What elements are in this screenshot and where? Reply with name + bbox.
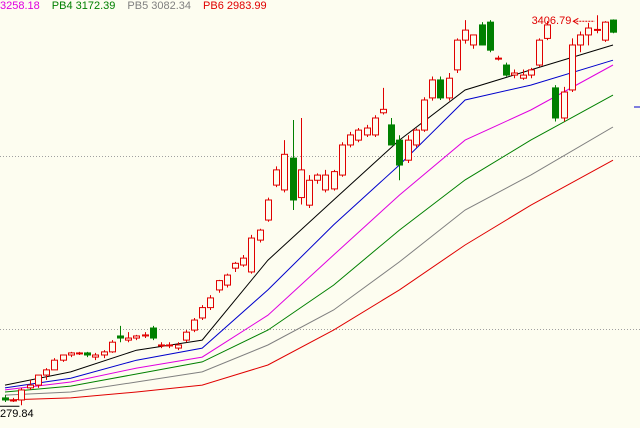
candle-body bbox=[314, 174, 321, 181]
candle-body bbox=[544, 24, 551, 39]
candle-body bbox=[520, 74, 527, 79]
candle-body bbox=[10, 399, 17, 402]
candle-body bbox=[306, 179, 313, 206]
candle-body bbox=[380, 108, 387, 114]
candle-body bbox=[322, 174, 329, 191]
high-label: 3406.79 bbox=[532, 15, 572, 27]
candle-body bbox=[76, 352, 83, 355]
candle-body bbox=[298, 169, 305, 199]
candle-body bbox=[479, 24, 486, 46]
candle-body bbox=[610, 19, 617, 33]
candle-body bbox=[602, 21, 609, 41]
candle-body bbox=[175, 344, 182, 349]
candle-body bbox=[290, 157, 297, 201]
candle-body bbox=[240, 257, 247, 266]
candle-body bbox=[536, 39, 543, 66]
candle-body bbox=[158, 344, 165, 347]
candle-body bbox=[2, 397, 9, 401]
candle-body bbox=[552, 87, 559, 119]
high-arrow bbox=[572, 17, 579, 25]
indicator-label: PB6 2983.99 bbox=[203, 0, 267, 12]
moving-average-line bbox=[4, 126, 614, 396]
candle-body bbox=[125, 337, 132, 341]
candle-body bbox=[594, 28, 601, 31]
candle-body bbox=[101, 351, 108, 356]
candle-body bbox=[43, 369, 50, 376]
candle-body bbox=[68, 352, 75, 356]
candle-body bbox=[446, 77, 453, 99]
candle-body bbox=[372, 117, 379, 136]
candle-body bbox=[355, 129, 362, 141]
candle-body bbox=[339, 144, 346, 176]
candle-body bbox=[84, 352, 91, 356]
candle-body bbox=[364, 127, 371, 136]
candle-body bbox=[92, 354, 99, 358]
candle-body bbox=[199, 307, 206, 319]
candle-body bbox=[166, 344, 173, 347]
moving-average-line bbox=[4, 44, 614, 386]
candle-body bbox=[183, 331, 190, 341]
candle-body bbox=[413, 129, 420, 146]
candle-body bbox=[232, 262, 239, 269]
candle-body bbox=[528, 69, 535, 76]
candle-body bbox=[51, 359, 58, 371]
candle-body bbox=[429, 79, 436, 99]
candle-body bbox=[331, 171, 338, 190]
candle-body bbox=[35, 374, 42, 386]
candle-body bbox=[470, 34, 477, 46]
candle-body bbox=[405, 139, 412, 161]
candle-body bbox=[561, 91, 568, 119]
candle-body bbox=[273, 169, 280, 186]
candle-body bbox=[133, 335, 140, 339]
candle-body bbox=[60, 354, 67, 361]
candle-body bbox=[109, 341, 116, 353]
low-label: 279.84 bbox=[0, 408, 34, 420]
candle-body bbox=[511, 72, 518, 76]
candle-body bbox=[117, 335, 124, 339]
candle-body bbox=[569, 44, 576, 91]
moving-average-line bbox=[4, 59, 614, 389]
candle-body bbox=[150, 327, 157, 339]
moving-average-line bbox=[4, 94, 614, 393]
candle-body bbox=[462, 29, 469, 41]
candle-body bbox=[495, 57, 502, 60]
candle-body bbox=[437, 79, 444, 99]
candle-body bbox=[396, 139, 403, 166]
candle-body bbox=[27, 384, 34, 389]
candle-body bbox=[248, 237, 255, 273]
candle-body bbox=[454, 39, 461, 71]
candle-body bbox=[388, 124, 395, 146]
candle-body bbox=[577, 34, 584, 46]
candle-body bbox=[207, 297, 214, 309]
candle-body bbox=[18, 389, 25, 401]
indicator-label: PB5 3082.34 bbox=[127, 0, 191, 12]
candle-body bbox=[503, 64, 510, 76]
candle-body bbox=[191, 319, 198, 331]
moving-average-line bbox=[4, 159, 614, 401]
candle-body bbox=[224, 274, 231, 286]
candle-body bbox=[265, 199, 272, 221]
candle-body bbox=[585, 27, 592, 36]
candle-body bbox=[487, 21, 494, 51]
candle-body bbox=[347, 134, 354, 146]
candle-body bbox=[257, 229, 264, 241]
moving-average-line bbox=[4, 64, 614, 391]
candle-body bbox=[281, 153, 288, 191]
candle-body bbox=[142, 334, 149, 337]
candle-body bbox=[421, 99, 428, 131]
indicator-label: PB4 3172.39 bbox=[52, 0, 116, 12]
candle-body bbox=[216, 280, 223, 291]
indicator-label: 3258.18 bbox=[0, 0, 40, 12]
